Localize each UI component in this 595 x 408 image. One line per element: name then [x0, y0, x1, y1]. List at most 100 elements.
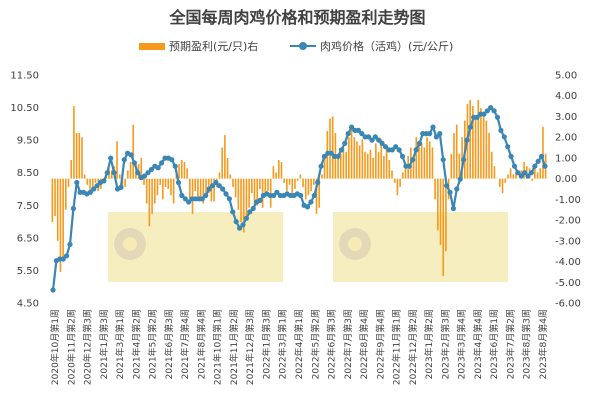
profit-bar-4: [62, 178, 64, 262]
profit-bar-38: [153, 178, 156, 204]
profit-bar-178: [531, 178, 533, 181]
profit-bar-88: [288, 178, 291, 185]
profit-bar-114: [358, 145, 361, 179]
price-point-88: [349, 124, 355, 130]
price-point-100: [389, 147, 395, 153]
profit-bar-129: [399, 178, 401, 187]
price-point-119: [454, 186, 460, 192]
watermark-logo-core-1: [123, 237, 137, 251]
profit-bar-11: [81, 137, 83, 179]
profit-bar-120: [375, 143, 377, 179]
profit-bar-30: [132, 124, 135, 179]
price-point-77: [311, 192, 317, 199]
profit-bar-71: [242, 178, 245, 233]
price-point-50: [220, 186, 226, 192]
price-point-76: [308, 199, 314, 205]
profit-bar-110: [348, 137, 350, 179]
profit-bar-67: [232, 178, 234, 187]
price-point-53: [230, 209, 236, 215]
price-point-61: [257, 197, 263, 203]
profit-bar-50: [186, 168, 188, 179]
price-point-116: [444, 183, 450, 189]
price-point-18: [111, 170, 117, 176]
right-axis-tick-0: -6.00: [555, 299, 581, 310]
x-axis-tick-14: 2022年3月第1周: [277, 309, 289, 379]
left-axis-tick-5: 9.50: [17, 136, 39, 147]
price-point-108: [416, 140, 423, 146]
profit-bar-91: [296, 178, 299, 181]
profit-bar-90: [294, 178, 296, 189]
profit-bar-156: [472, 106, 474, 179]
price-point-37: [175, 179, 182, 186]
price-point-39: [182, 196, 188, 202]
profit-bar-93: [302, 178, 304, 187]
price-point-105: [406, 163, 412, 169]
right-axis-tick-3: -3.00: [555, 236, 581, 247]
price-point-94: [369, 137, 375, 143]
price-point-7: [74, 179, 80, 186]
x-axis-tick-29: 2023年8月第3周: [521, 309, 533, 379]
profit-bar-48: [180, 159, 183, 179]
profit-bar-101: [323, 157, 326, 179]
profit-bar-58: [207, 178, 210, 194]
profit-bar-169: [507, 174, 509, 179]
profit-bar-171: [512, 174, 515, 179]
price-point-58: [247, 209, 253, 215]
profit-bar-164: [493, 166, 496, 179]
price-point-90: [355, 127, 361, 133]
profit-bar-109: [345, 151, 347, 179]
price-point-130: [491, 108, 497, 114]
x-axis-tick-24: 2023年2月第3周: [439, 309, 451, 379]
profit-bar-162: [488, 133, 490, 179]
profit-bar-80: [267, 178, 269, 192]
profit-bar-134: [412, 157, 415, 179]
profit-bar-149: [453, 133, 455, 179]
profit-bar-76: [256, 178, 259, 206]
profit-bar-166: [499, 178, 501, 187]
price-point-27: [142, 173, 148, 179]
x-axis-tick-1: 2020年11月第2周: [65, 309, 77, 385]
profit-bar-56: [202, 178, 205, 204]
profit-bar-112: [353, 137, 356, 179]
price-point-28: [145, 170, 151, 176]
profit-bar-8: [73, 106, 75, 179]
legend-item-price: 肉鸡价格（活鸡）(元/公斤): [290, 38, 453, 54]
profit-bar-75: [253, 178, 256, 210]
legend-label-price: 肉鸡价格（活鸡）(元/公斤): [320, 40, 454, 53]
profit-bar-163: [490, 151, 493, 179]
profit-bar-37: [151, 178, 153, 214]
profit-bar-137: [420, 143, 423, 179]
price-point-29: [148, 166, 154, 173]
x-axis-tick-8: 2021年7月第4周: [179, 309, 191, 379]
profit-bar-62: [218, 172, 221, 179]
legend: 预期盈利(元/只)右 肉鸡价格（活鸡）(元/公斤): [0, 38, 595, 56]
x-axis-tick-0: 2020年10月第1周: [49, 309, 61, 385]
price-point-38: [179, 192, 185, 199]
profit-bar-168: [504, 178, 507, 183]
price-point-54: [233, 219, 239, 225]
price-point-142: [532, 163, 538, 169]
x-axis-tick-21: 2022年11月第1周: [391, 309, 403, 385]
profit-bar-131: [404, 164, 407, 179]
right-axis-tick-9: 3.00: [555, 112, 577, 123]
profit-bar-94: [304, 178, 307, 200]
profit-bar-92: [299, 174, 302, 179]
price-point-84: [335, 153, 341, 159]
profit-bar-84: [277, 159, 280, 179]
price-point-114: [437, 131, 443, 137]
profit-bar-124: [385, 145, 388, 179]
profit-bar-60: [213, 178, 215, 202]
price-point-85: [338, 147, 344, 153]
price-point-59: [250, 205, 256, 212]
profit-bar-27: [124, 178, 126, 187]
profit-bar-143: [437, 178, 439, 231]
left-axis-tick-7: 11.50: [10, 71, 39, 82]
profit-bar-180: [536, 172, 539, 179]
price-point-121: [461, 157, 467, 163]
price-point-13: [94, 183, 100, 189]
profit-bar-51: [189, 178, 191, 200]
profit-bar-43: [167, 178, 170, 189]
x-axis-tick-12: 2021年12月第3周: [244, 309, 256, 385]
profit-bar-111: [350, 128, 353, 179]
price-point-78: [315, 179, 321, 186]
